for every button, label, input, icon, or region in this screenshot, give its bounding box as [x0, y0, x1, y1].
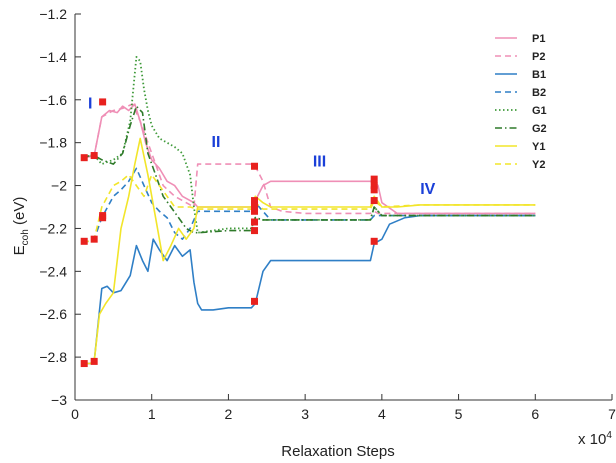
x-tick-label: 3	[301, 406, 309, 422]
transition-marker	[80, 237, 88, 245]
transition-marker	[251, 162, 259, 170]
legend-label-b2: B2	[532, 87, 546, 99]
x-tick-label: 2	[225, 406, 233, 422]
transition-marker	[80, 360, 88, 368]
legend-label-b1: B1	[532, 69, 546, 81]
transition-marker	[370, 197, 378, 205]
y-tick-label: −1.6	[39, 92, 67, 108]
transition-marker	[90, 152, 98, 160]
y-tick-label: −1.4	[39, 49, 67, 65]
legend-label-p1: P1	[532, 33, 545, 45]
x-tick-label: 6	[531, 406, 539, 422]
transition-marker	[251, 201, 259, 209]
legend-label-g2: G2	[532, 123, 547, 135]
y-axis-title-subscript: coh	[20, 229, 31, 245]
region-label: IV	[420, 181, 435, 198]
legend-label-p2: P2	[532, 51, 545, 63]
x-tick-label: 4	[378, 406, 386, 422]
x-axis-multiplier: x 104	[578, 430, 612, 448]
transition-marker	[90, 357, 98, 365]
x-multiplier-base: x 10	[578, 431, 606, 448]
transition-marker	[251, 207, 259, 215]
y-axis-title-main: E	[11, 245, 28, 255]
y-axis-title: Ecoh (eV)	[11, 197, 31, 256]
marker-layer	[80, 98, 378, 368]
transition-marker	[370, 237, 378, 245]
y-tick-label: −2	[51, 178, 67, 194]
transition-marker	[99, 98, 107, 106]
axes: 0 1 2 3 4 5 6 7 −3 −2.8 −2.6 −2.4 −2.2 −2 −1.8 −1.6 −1.4…	[39, 6, 616, 422]
transition-marker	[370, 175, 378, 183]
y-tick-label: −3	[51, 392, 67, 408]
series-line-y2	[82, 174, 536, 243]
legend: P1 P2 B1 B2 G1 G2 Y1 Y2	[495, 33, 547, 171]
x-tick-label: 7	[608, 406, 616, 422]
transition-marker	[251, 297, 259, 305]
series-line-p2	[82, 103, 536, 215]
region-label: I	[88, 95, 92, 112]
transition-marker	[99, 214, 107, 222]
x-tick-label: 1	[148, 406, 156, 422]
y-tick-label: −2.4	[39, 263, 67, 279]
series-line-g2	[82, 105, 536, 234]
y-tick-label: −1.8	[39, 135, 67, 151]
series-line-g1	[82, 56, 536, 234]
transition-marker	[80, 154, 88, 162]
transition-marker	[251, 218, 259, 226]
y-tick-label: −1.2	[39, 6, 67, 22]
region-label: III	[313, 153, 326, 170]
transition-marker	[370, 186, 378, 194]
legend-label-y1: Y1	[532, 141, 545, 153]
y-tick-label: −2.8	[39, 349, 67, 365]
legend-label-g1: G1	[532, 105, 547, 117]
y-tick-label: −2.2	[39, 220, 67, 236]
x-multiplier-exponent: 4	[606, 430, 612, 441]
x-tick-label: 5	[455, 406, 463, 422]
transition-marker	[251, 227, 259, 235]
transition-marker	[251, 197, 259, 205]
region-label: II	[212, 134, 221, 151]
transition-marker	[90, 235, 98, 243]
transition-marker	[370, 182, 378, 190]
y-tick-label: −2.6	[39, 306, 67, 322]
legend-label-y2: Y2	[532, 159, 545, 171]
y-axis-title-unit: (eV)	[11, 197, 28, 230]
x-axis-title: Relaxation Steps	[281, 443, 394, 460]
x-tick-label: 0	[71, 406, 79, 422]
